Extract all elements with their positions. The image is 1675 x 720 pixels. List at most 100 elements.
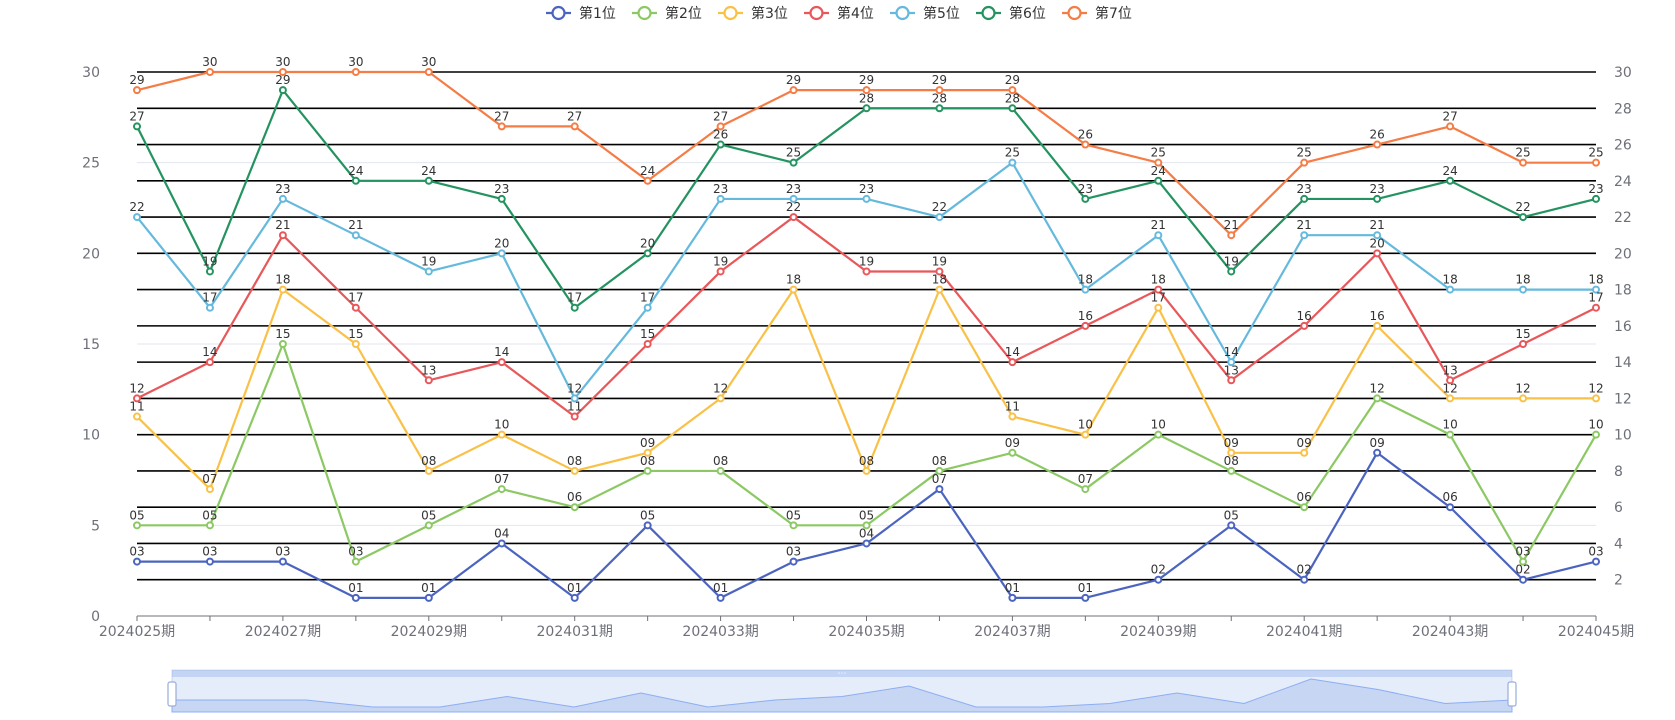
data-point[interactable] [1300, 575, 1309, 584]
data-point[interactable] [133, 521, 141, 530]
data-point[interactable] [643, 303, 652, 312]
data-point[interactable] [1154, 231, 1163, 240]
data-point[interactable] [424, 68, 433, 76]
data-point[interactable] [497, 539, 506, 548]
legend-item-6[interactable]: 第6位 [976, 5, 1046, 22]
data-point[interactable] [1446, 430, 1455, 439]
data-point[interactable] [278, 340, 287, 348]
legend-item-3[interactable]: 第3位 [718, 5, 788, 22]
data-point[interactable] [1300, 503, 1309, 512]
legend-item-1[interactable]: 第1位 [546, 5, 616, 22]
data-point[interactable] [716, 394, 725, 403]
data-point[interactable] [935, 104, 944, 113]
data-point[interactable] [1081, 194, 1090, 203]
data-point[interactable] [1154, 303, 1163, 312]
data-point[interactable] [1519, 557, 1528, 566]
data-point[interactable] [424, 267, 433, 276]
zoom-move-bar[interactable] [172, 670, 1512, 677]
data-point[interactable] [1227, 466, 1236, 475]
legend-item-5[interactable]: 第5位 [890, 5, 960, 22]
data-point[interactable] [1446, 122, 1455, 131]
data-point[interactable] [1592, 194, 1600, 203]
data-point[interactable] [1008, 448, 1017, 457]
data-point[interactable] [935, 285, 944, 294]
data-point[interactable] [1446, 285, 1455, 294]
data-point[interactable] [133, 213, 141, 222]
data-point[interactable] [789, 86, 798, 95]
data-point[interactable] [205, 557, 214, 566]
data-zoom-slider[interactable]: ⋯ [167, 669, 1517, 713]
data-point[interactable] [1081, 285, 1090, 294]
data-point[interactable] [789, 557, 798, 566]
data-point[interactable] [1373, 231, 1382, 240]
data-point[interactable] [1081, 140, 1090, 149]
data-point[interactable] [1008, 412, 1017, 421]
data-point[interactable] [1008, 593, 1017, 602]
data-point[interactable] [424, 593, 433, 602]
data-point[interactable] [278, 86, 287, 95]
data-point[interactable] [1227, 358, 1236, 367]
data-point[interactable] [1373, 194, 1382, 203]
data-point[interactable] [497, 485, 506, 494]
data-point[interactable] [278, 194, 287, 203]
data-point[interactable] [133, 394, 141, 403]
data-point[interactable] [716, 122, 725, 131]
data-point[interactable] [351, 593, 360, 602]
data-point[interactable] [278, 231, 287, 240]
data-point[interactable] [1373, 321, 1382, 330]
data-point[interactable] [1519, 394, 1528, 403]
data-point[interactable] [1154, 285, 1163, 294]
data-point[interactable] [862, 267, 871, 276]
data-point[interactable] [424, 176, 433, 185]
data-point[interactable] [862, 104, 871, 113]
data-point[interactable] [205, 267, 214, 276]
data-point[interactable] [862, 194, 871, 203]
data-point[interactable] [351, 231, 360, 240]
data-point[interactable] [1008, 158, 1017, 167]
data-point[interactable] [935, 466, 944, 475]
data-point[interactable] [1008, 104, 1017, 113]
data-point[interactable] [497, 430, 506, 439]
data-point[interactable] [1008, 358, 1017, 367]
data-point[interactable] [1227, 448, 1236, 457]
data-point[interactable] [1519, 340, 1528, 348]
data-point[interactable] [862, 521, 871, 530]
zoom-grip-icon[interactable]: ⋯ [838, 669, 847, 679]
data-point[interactable] [570, 593, 579, 602]
data-point[interactable] [424, 376, 433, 385]
data-point[interactable] [278, 557, 287, 566]
data-point[interactable] [643, 448, 652, 457]
zoom-handle-start[interactable] [167, 681, 177, 707]
data-point[interactable] [497, 249, 506, 258]
data-point[interactable] [351, 68, 360, 76]
data-point[interactable] [424, 521, 433, 530]
data-point[interactable] [862, 539, 871, 548]
data-point[interactable] [1373, 394, 1382, 403]
data-point[interactable] [1446, 394, 1455, 403]
zoom-handle-end[interactable] [1507, 681, 1517, 707]
data-point[interactable] [1446, 176, 1455, 185]
data-point[interactable] [1154, 430, 1163, 439]
data-point[interactable] [1227, 267, 1236, 276]
data-point[interactable] [1300, 231, 1309, 240]
data-point[interactable] [205, 68, 214, 76]
data-point[interactable] [716, 194, 725, 203]
legend-item-2[interactable]: 第2位 [632, 5, 702, 22]
data-point[interactable] [935, 485, 944, 494]
data-point[interactable] [1519, 575, 1528, 584]
data-point[interactable] [1227, 376, 1236, 385]
data-point[interactable] [497, 358, 506, 367]
legend-item-4[interactable]: 第4位 [804, 5, 874, 22]
data-point[interactable] [570, 122, 579, 131]
data-point[interactable] [1519, 285, 1528, 294]
data-point[interactable] [1592, 285, 1600, 294]
data-point[interactable] [789, 521, 798, 530]
data-point[interactable] [1227, 231, 1236, 240]
legend-item-7[interactable]: 第7位 [1062, 5, 1132, 22]
data-point[interactable] [789, 194, 798, 203]
data-point[interactable] [935, 86, 944, 95]
data-point[interactable] [133, 412, 141, 421]
data-point[interactable] [789, 213, 798, 222]
data-point[interactable] [789, 285, 798, 294]
zoom-track[interactable] [171, 669, 1513, 713]
